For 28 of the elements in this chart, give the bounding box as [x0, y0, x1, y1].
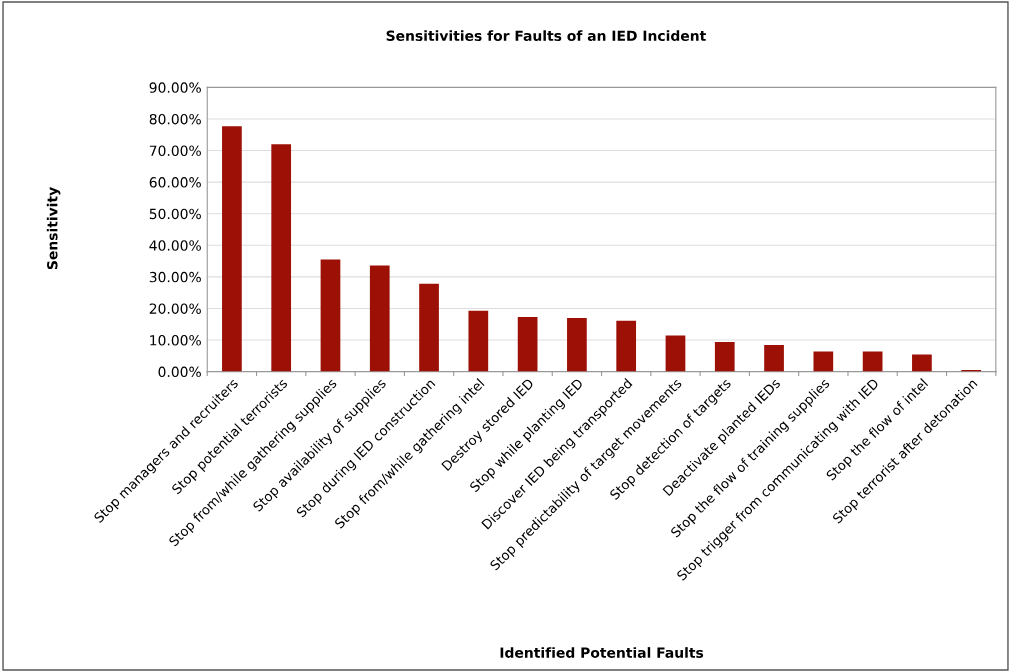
bar: [714, 341, 735, 372]
bar: [271, 144, 292, 372]
y-tick-label: 60.00%: [149, 177, 201, 188]
bar: [320, 259, 341, 372]
bar: [369, 265, 390, 372]
bar: [764, 345, 784, 372]
y-tick-label: 80.00%: [149, 113, 201, 125]
y-tick-label: 30.00%: [149, 271, 201, 283]
bar: [665, 335, 686, 372]
chart-title: Sensitivities for Faults of an IED Incident: [386, 30, 706, 41]
y-tick-label: 40.00%: [149, 240, 201, 251]
y-tick-label: 0.00%: [158, 366, 201, 378]
bar: [419, 283, 439, 372]
bar: [912, 354, 932, 372]
y-axis-title: Sensitivity: [46, 187, 61, 270]
bar: [862, 351, 883, 372]
y-tick-label: 10.00%: [150, 335, 201, 346]
y-tick-label: 70.00%: [149, 145, 201, 156]
bar: [813, 351, 834, 372]
bar: [468, 310, 489, 372]
bar: [616, 320, 637, 372]
y-tick-label: 20.00%: [149, 303, 201, 314]
y-tick-label: 50.00%: [149, 208, 201, 220]
bar: [517, 316, 538, 372]
y-tick-label: 90.00%: [149, 82, 201, 93]
x-axis-title: Identified Potential Faults: [500, 647, 704, 658]
bar: [567, 317, 587, 372]
bar: [222, 126, 242, 372]
